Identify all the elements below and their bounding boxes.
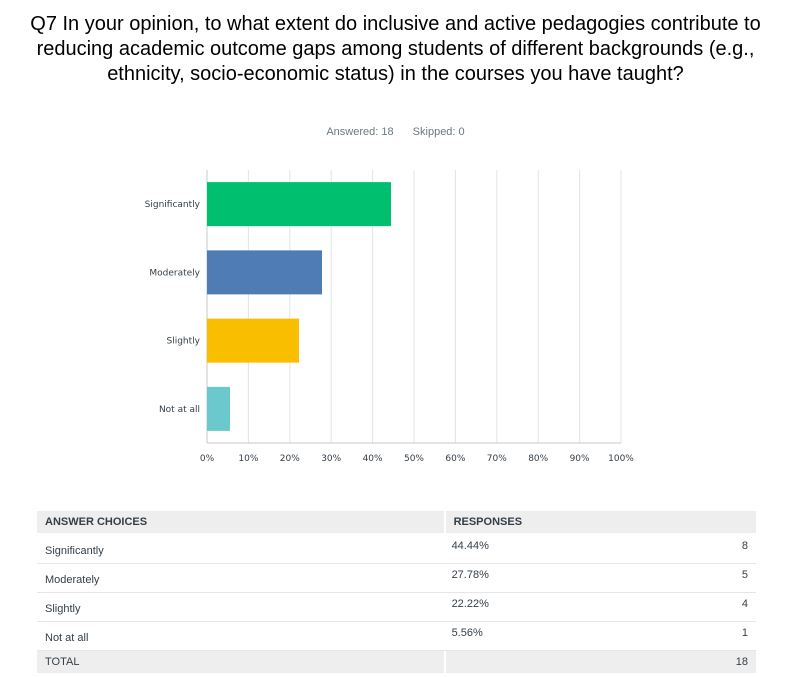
chart-category-labels: Significantly Moderately Slightly Not at al… <box>145 200 201 415</box>
row-percent: 22.22% <box>443 593 620 622</box>
header-responses: RESPONSES <box>443 511 756 535</box>
response-summary: Answered: 18 Skipped: 0 <box>0 126 791 138</box>
x-tick-label: 100% <box>608 454 634 464</box>
question-title: Q7 In your opinion, to what extent do in… <box>30 13 761 85</box>
category-label: Slightly <box>167 337 201 347</box>
x-tick-label: 90% <box>570 454 590 464</box>
table-header-row: ANSWER CHOICES RESPONSES <box>37 511 756 535</box>
chart-bars <box>207 182 391 431</box>
answered-count: Answered: 18 <box>326 126 394 138</box>
total-label: TOTAL <box>37 651 444 673</box>
row-percent: 5.56% <box>443 622 620 651</box>
row-count: 1 <box>619 622 756 651</box>
chart-tick-labels: 0% 10% 20% 30% 40% 50% 60% 70% 80% 90% 100% <box>200 454 634 464</box>
category-label: Moderately <box>149 268 200 278</box>
table-row: Slightly 22.22% 4 <box>37 593 756 622</box>
row-count: 8 <box>619 535 756 564</box>
x-tick-label: 60% <box>445 454 465 464</box>
row-choice: Significantly <box>37 535 444 564</box>
x-tick-label: 40% <box>363 454 383 464</box>
results-table: ANSWER CHOICES RESPONSES Significantly 4… <box>37 511 756 673</box>
x-tick-label: 30% <box>321 454 341 464</box>
row-choice: Not at all <box>37 622 444 651</box>
total-percent-blank <box>443 651 620 673</box>
row-count: 5 <box>619 564 756 593</box>
x-tick-label: 10% <box>238 454 258 464</box>
x-tick-label: 0% <box>200 454 215 464</box>
x-tick-label: 70% <box>487 454 507 464</box>
row-count: 4 <box>619 593 756 622</box>
row-choice: Moderately <box>37 564 444 593</box>
table-row: Not at all 5.56% 1 <box>37 622 756 651</box>
table-row: Significantly 44.44% 8 <box>37 535 756 564</box>
bar-chart: Significantly Moderately Slightly Not at al… <box>145 170 634 464</box>
category-label: Not at all <box>159 405 200 415</box>
bar-moderately <box>207 250 323 295</box>
total-count: 18 <box>619 651 756 673</box>
row-percent: 27.78% <box>443 564 620 593</box>
row-choice: Slightly <box>37 593 444 622</box>
bar-slightly <box>207 318 299 363</box>
bar-significantly <box>207 182 391 227</box>
category-label: Significantly <box>145 200 201 210</box>
x-tick-label: 20% <box>280 454 300 464</box>
table-row: Moderately 27.78% 5 <box>37 564 756 593</box>
x-tick-label: 80% <box>528 454 548 464</box>
x-tick-label: 50% <box>404 454 424 464</box>
bar-not-at-all <box>207 386 231 431</box>
table-total-row: TOTAL 18 <box>37 651 756 673</box>
skipped-count: Skipped: 0 <box>412 126 465 138</box>
header-answer-choices: ANSWER CHOICES <box>37 511 444 535</box>
row-percent: 44.44% <box>443 535 620 564</box>
